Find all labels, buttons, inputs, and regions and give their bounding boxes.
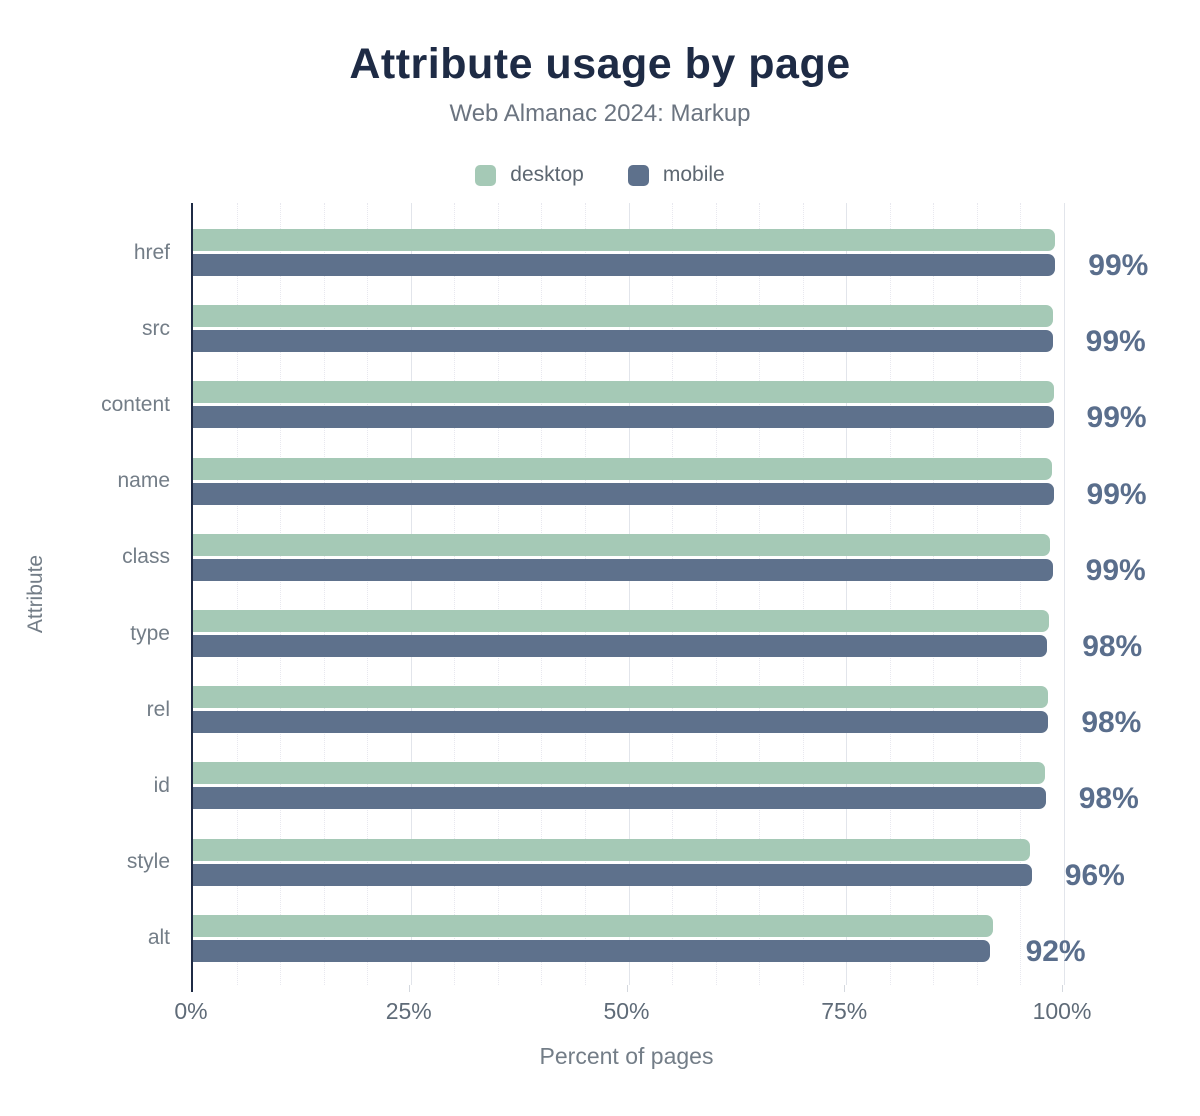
bar-desktop-rel[interactable] — [193, 686, 1049, 709]
category-label-src: src — [142, 316, 170, 340]
minor-gridline — [1020, 203, 1022, 985]
bar-mobile-rel[interactable] — [193, 711, 1049, 734]
x-tick-label-50: 50% — [603, 998, 650, 1024]
minor-gridline — [976, 203, 978, 985]
plot-area: 99% 99% 99% 99% 99% 98% 98% 98% 96% 92% — [191, 203, 1148, 985]
y-axis-labels: href src content name class type rel id style alt — [0, 203, 180, 985]
value-label-id: 98% — [1078, 782, 1139, 816]
category-label-href: href — [133, 240, 170, 264]
minor-gridline — [715, 203, 717, 985]
minor-gridline — [497, 203, 499, 985]
bar-desktop-name[interactable] — [193, 457, 1052, 480]
bar-mobile-style[interactable] — [193, 863, 1032, 886]
x-axis: 0% 25% 50% 75% 100% — [0, 985, 1200, 1045]
bar-mobile-name[interactable] — [193, 482, 1054, 505]
bar-mobile-alt[interactable] — [193, 939, 990, 962]
bar-desktop-class[interactable] — [193, 533, 1051, 556]
value-label-rel: 98% — [1081, 706, 1142, 740]
x-tick-label-100: 100% — [1032, 998, 1092, 1024]
minor-gridline — [323, 203, 325, 985]
major-gridline — [410, 203, 412, 985]
value-label-href: 99% — [1088, 249, 1149, 282]
x-tick-label-75: 75% — [821, 998, 868, 1024]
value-label-src: 99% — [1085, 325, 1146, 359]
bar-desktop-content[interactable] — [193, 381, 1054, 404]
major-gridline — [846, 203, 848, 985]
x-tick-label-25: 25% — [385, 998, 432, 1024]
category-label-style: style — [126, 850, 170, 874]
value-label-content: 99% — [1086, 401, 1147, 435]
category-label-content: content — [101, 392, 170, 416]
minor-gridline — [802, 203, 804, 985]
legend: desktop mobile — [0, 163, 1200, 187]
minor-gridline — [236, 203, 238, 985]
x-axis-title: Percent of pages — [539, 1043, 714, 1069]
x-tick-mark-0 — [191, 985, 193, 992]
legend-label-mobile: mobile — [662, 163, 725, 186]
chart-title: Attribute usage by page — [349, 40, 851, 88]
value-label-alt: 92% — [1025, 934, 1086, 968]
legend-label-desktop: desktop — [510, 163, 584, 186]
desktop-swatch-icon — [475, 164, 497, 186]
value-label-type: 98% — [1082, 630, 1143, 663]
bar-desktop-style[interactable] — [193, 838, 1031, 861]
x-tick-label-0: 0% — [174, 998, 208, 1024]
bar-desktop-type[interactable] — [193, 610, 1050, 632]
minor-gridline — [889, 203, 891, 985]
category-label-rel: rel — [146, 697, 170, 721]
category-label-alt: alt — [147, 926, 170, 950]
bar-mobile-class[interactable] — [193, 558, 1053, 581]
minor-gridline — [584, 203, 586, 985]
minor-gridline — [933, 203, 935, 985]
bar-mobile-type[interactable] — [193, 635, 1048, 657]
mobile-swatch-icon — [627, 164, 649, 186]
major-gridline — [628, 203, 630, 985]
minor-gridline — [280, 203, 282, 985]
chart-subtitle: Web Almanac 2024: Markup — [449, 100, 751, 127]
minor-gridline — [672, 203, 674, 985]
x-tick-mark-75 — [844, 985, 846, 992]
major-gridline — [1064, 203, 1065, 985]
minor-gridline — [454, 203, 456, 985]
legend-item-desktop[interactable]: desktop — [475, 163, 584, 187]
bar-mobile-content[interactable] — [193, 406, 1054, 429]
x-tick-mark-25 — [408, 985, 410, 992]
bar-desktop-id[interactable] — [193, 762, 1045, 785]
category-label-class: class — [122, 545, 170, 569]
value-label-name: 99% — [1086, 477, 1147, 511]
bar-mobile-src[interactable] — [193, 330, 1053, 353]
category-label-type: type — [130, 621, 170, 645]
legend-item-mobile[interactable]: mobile — [627, 163, 725, 187]
value-label-class: 99% — [1085, 553, 1146, 587]
minor-gridline — [367, 203, 369, 985]
category-label-id: id — [153, 773, 170, 797]
bar-desktop-alt[interactable] — [193, 914, 993, 937]
bar-desktop-href[interactable] — [193, 229, 1056, 251]
bar-desktop-src[interactable] — [193, 305, 1053, 328]
category-label-name: name — [117, 469, 170, 493]
minor-gridline — [541, 203, 543, 985]
x-tick-mark-100 — [1062, 985, 1063, 992]
x-tick-mark-50 — [626, 985, 628, 992]
value-label-style: 96% — [1064, 858, 1125, 892]
bar-mobile-id[interactable] — [193, 787, 1046, 810]
minor-gridline — [759, 203, 761, 985]
bar-mobile-href[interactable] — [193, 254, 1056, 276]
